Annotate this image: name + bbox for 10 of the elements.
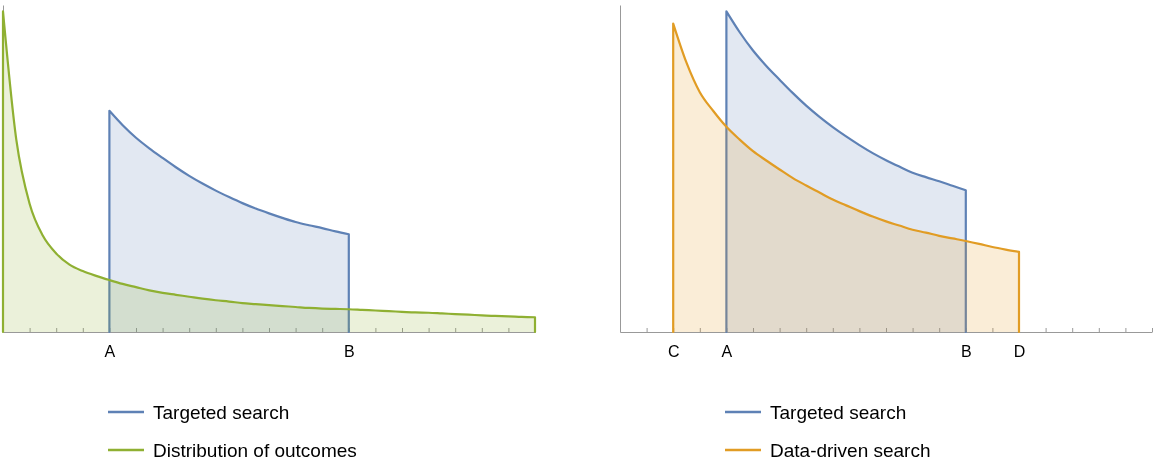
x-tick-label: B	[343, 343, 355, 361]
legend-label: Targeted search	[770, 401, 907, 423]
x-tick-label: C	[667, 343, 680, 361]
legend-label: Data-driven search	[770, 439, 931, 461]
x-tick-label: A	[104, 343, 116, 361]
x-tick-label: A	[721, 343, 733, 361]
legend-label: Targeted search	[153, 401, 290, 423]
x-tick-label: D	[1013, 343, 1026, 361]
legend-label: Distribution of outcomes	[153, 439, 357, 461]
x-tick-label: B	[960, 343, 972, 361]
